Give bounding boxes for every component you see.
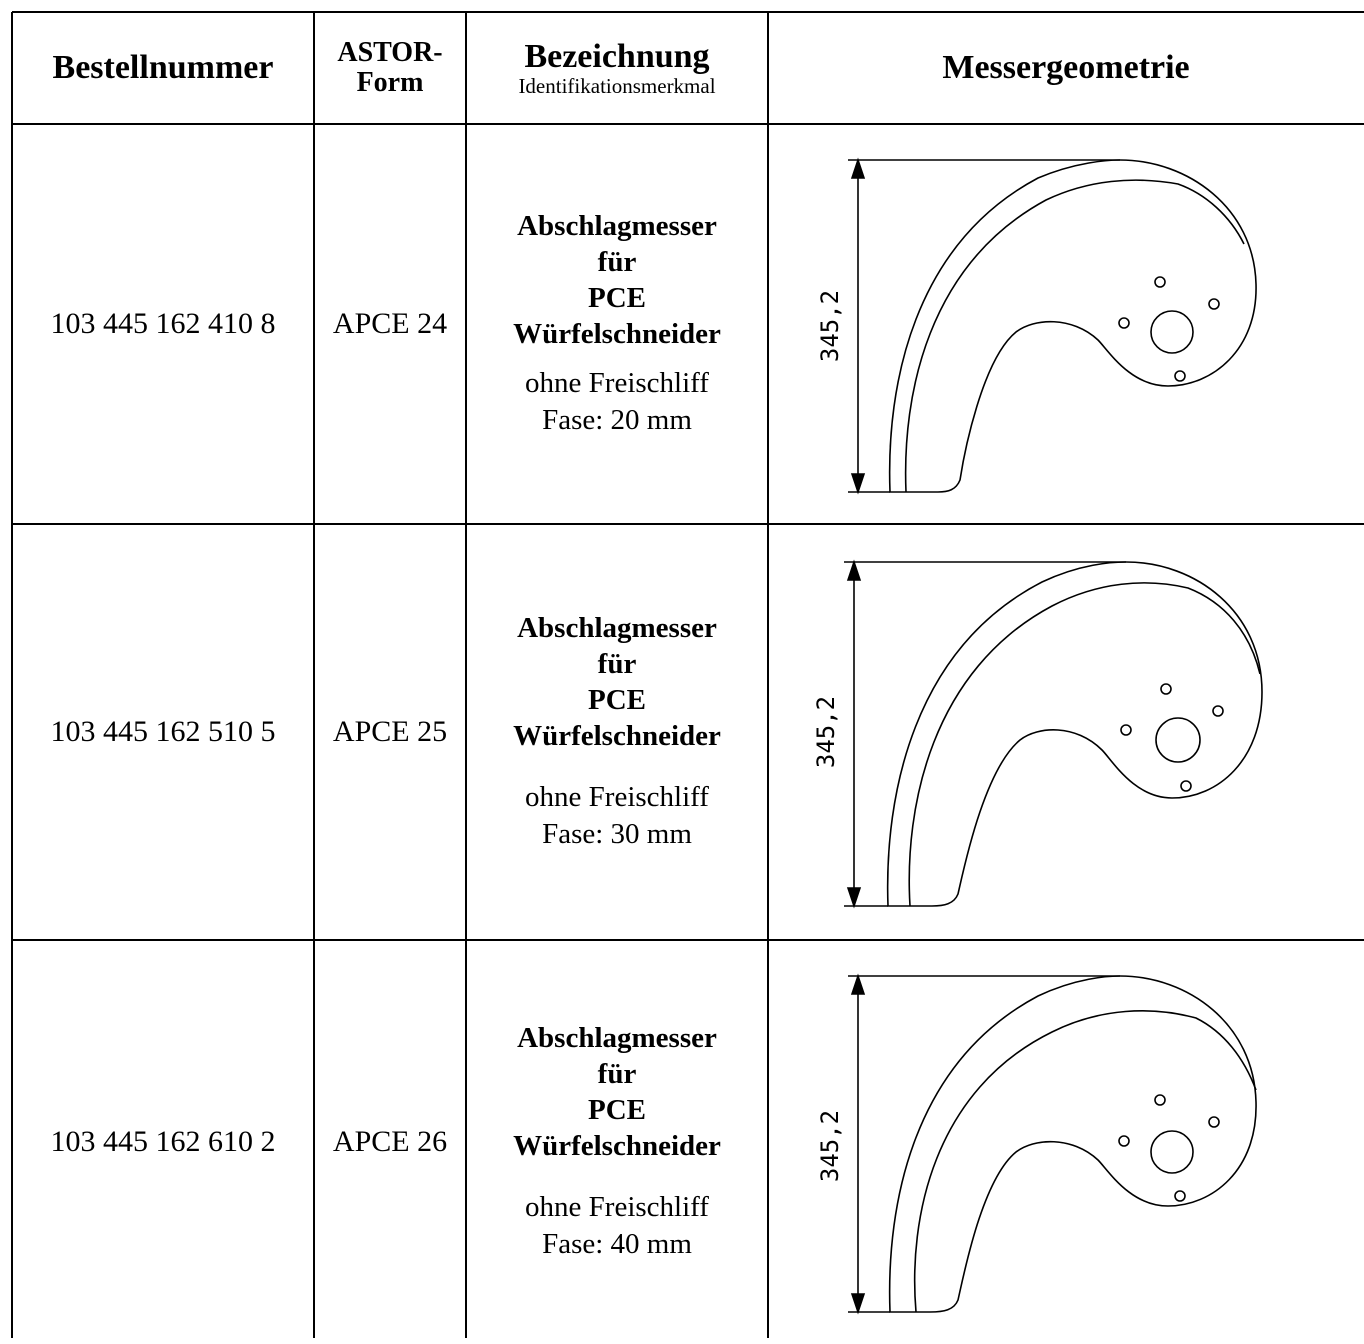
table-row-2-form: APCE 25 (314, 524, 466, 940)
designation-line: Abschlagmesser (517, 209, 717, 242)
order-number-value: 103 445 162 610 2 (50, 1125, 276, 1158)
header-geometry: Messergeometrie (768, 12, 1364, 124)
header-astor-form-line-1: ASTOR- (337, 36, 443, 68)
form-value: APCE 24 (332, 307, 448, 340)
dimension-label: 345,2 (816, 290, 844, 362)
designation-note: ohne Freischliff (525, 1190, 709, 1223)
designation-line: Würfelschneider (513, 1129, 721, 1162)
designation-line: für (597, 647, 637, 680)
knife-drawing-row-2: 345,2 (812, 559, 1263, 909)
header-designation-sublabel: Identifikationsmerkmal (518, 74, 716, 99)
order-number-value: 103 445 162 510 5 (50, 715, 276, 748)
knife-drawing-row-1: 345,2 (816, 157, 1257, 495)
designation-note: ohne Freischliff (525, 366, 709, 399)
table-row-1-order-number: 103 445 162 410 8 (12, 124, 314, 524)
designation-line: PCE (588, 281, 646, 314)
table-row-2-designation: Abschlagmesser für PCE Würfelschneider o… (466, 524, 768, 940)
header-designation: Bezeichnung Identifikationsmerkmal (466, 12, 768, 124)
table-row-3-designation: Abschlagmesser für PCE Würfelschneider o… (466, 940, 768, 1344)
designation-line: Abschlagmesser (517, 611, 717, 644)
designation-note: Fase: 40 mm (542, 1227, 692, 1260)
designation-line: für (597, 1057, 637, 1090)
designation-note: ohne Freischliff (525, 780, 709, 813)
header-geometry-label: Messergeometrie (942, 49, 1190, 87)
table-row-2-order-number: 103 445 162 510 5 (12, 524, 314, 940)
designation-line: PCE (588, 683, 646, 716)
form-value: APCE 25 (332, 715, 448, 748)
order-number-value: 103 445 162 410 8 (50, 307, 276, 340)
table-row-3-form: APCE 26 (314, 940, 466, 1344)
designation-line: für (597, 245, 637, 278)
header-astor-form: ASTOR- Form (314, 12, 466, 124)
table-row-1-designation: Abschlagmesser für PCE Würfelschneider o… (466, 124, 768, 524)
designation-line: Würfelschneider (513, 317, 721, 350)
designation-note: Fase: 20 mm (542, 403, 692, 436)
dimension-label: 345,2 (812, 696, 840, 768)
header-designation-label: Bezeichnung (524, 37, 710, 75)
dimension-label: 345,2 (816, 1110, 844, 1182)
designation-line: PCE (588, 1093, 646, 1126)
table-row-1-form: APCE 24 (314, 124, 466, 524)
table-row-3-order-number: 103 445 162 610 2 (12, 940, 314, 1344)
knife-drawing-row-3: 345,2 (816, 973, 1257, 1315)
designation-line: Würfelschneider (513, 719, 721, 752)
form-value: APCE 26 (332, 1125, 448, 1158)
header-order-number-label: Bestellnummer (52, 49, 274, 87)
header-astor-form-line-2: Form (356, 67, 424, 98)
header-order-number: Bestellnummer (12, 12, 314, 124)
designation-note: Fase: 30 mm (542, 817, 692, 850)
designation-line: Abschlagmesser (517, 1021, 717, 1054)
